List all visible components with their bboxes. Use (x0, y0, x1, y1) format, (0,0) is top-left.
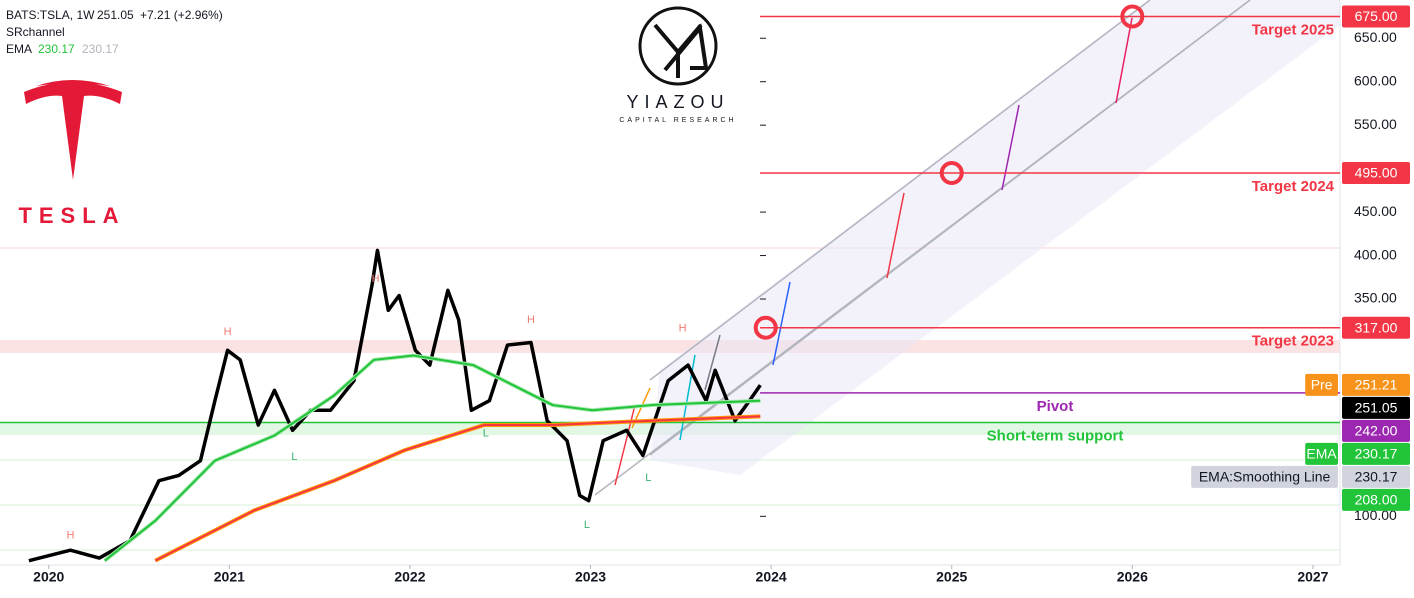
indicator: SRchannel (6, 25, 65, 39)
price-tag-label: 208.00 (1355, 492, 1398, 508)
pivot-label: L (291, 451, 297, 463)
research-logo (638, 6, 718, 86)
price-tag-label: 230.17 (1355, 446, 1398, 462)
price-tag (1342, 161, 1410, 184)
research-name: YIAZOU (626, 92, 729, 112)
channel-segment (704, 334, 721, 391)
channel-segment (614, 404, 636, 486)
research-logo (653, 23, 709, 78)
pivot-label: L (645, 472, 651, 484)
pivot-label: H (527, 314, 535, 326)
target-marker (1120, 4, 1145, 29)
price-tag-label: 675.00 (1355, 8, 1398, 24)
pivot-label: H (372, 273, 380, 285)
channel-segment (1115, 17, 1133, 104)
channel-segment (886, 192, 905, 279)
x-tick-label: 2027 (1297, 569, 1328, 585)
channel-line (649, 0, 1251, 456)
price-tag (1342, 419, 1410, 442)
target-marker (939, 160, 964, 185)
indicator: EMA (6, 42, 32, 56)
x-tick-label: 2020 (33, 569, 64, 585)
price-tag-name: EMA (1306, 446, 1337, 462)
price-tag-label: 317.00 (1355, 319, 1398, 335)
price-tag (1342, 316, 1410, 339)
pivot-label: L (584, 519, 590, 531)
y-tick-label: 550.00 (1354, 116, 1397, 132)
level-label: Target 2024 (1252, 178, 1335, 195)
level-label: Target 2023 (1252, 333, 1334, 350)
channel-segment (1001, 104, 1020, 191)
tesla-logo (24, 80, 122, 180)
y-tick-label: 450.00 (1354, 203, 1397, 219)
price-tag (1342, 373, 1410, 396)
price-tag-label: 495.00 (1355, 165, 1398, 181)
price-tag (1342, 396, 1410, 419)
price-tag-name: EMA:Smoothing Line (1199, 469, 1331, 485)
price-tag (1342, 5, 1410, 28)
channel-line (649, 0, 1151, 381)
series-line (154, 415, 761, 562)
price-tag-label: 242.00 (1355, 423, 1398, 439)
channel-segment (772, 281, 791, 366)
price-tag (1342, 465, 1410, 488)
y-tick-label: 100.00 (1354, 507, 1397, 523)
price-tag-name-box (1305, 373, 1338, 396)
y-tick-label: 400.00 (1354, 246, 1397, 262)
channel-segment (679, 354, 696, 441)
target-marker (753, 315, 778, 340)
pivot-label: H (224, 326, 232, 338)
level-label: Pivot (1037, 398, 1074, 415)
resistance-band (0, 340, 1340, 353)
change: +7.21 (+2.96%) (140, 8, 223, 22)
x-tick-label: 2021 (214, 569, 245, 585)
price-tag-name-box (1191, 465, 1338, 488)
channel-fill (650, 0, 1340, 475)
y-tick-label: 350.00 (1354, 290, 1397, 306)
pivot-label: H (679, 322, 687, 334)
price-tag-label: 251.21 (1355, 377, 1398, 393)
x-tick-label: 2022 (394, 569, 425, 585)
price-tag (1342, 488, 1410, 511)
brand-name: TESLA (18, 203, 125, 228)
pivot-label: H (66, 529, 74, 541)
price-tag (1342, 442, 1410, 465)
indicator-value: 230.17 (38, 42, 75, 56)
research-sub: CAPITAL RESEARCH (619, 117, 736, 124)
y-tick-label: 600.00 (1354, 72, 1397, 88)
indicator-value: 230.17 (82, 42, 119, 56)
pivot-label: L (483, 428, 489, 440)
x-tick-label: 2024 (756, 569, 787, 585)
price-tag-label: 230.17 (1355, 469, 1398, 485)
x-tick-label: 2025 (936, 569, 967, 585)
price: 251.05 (97, 8, 134, 22)
price-tag-name: Pre (1311, 377, 1333, 393)
symbol: BATS:TSLA, 1W (6, 8, 95, 22)
x-tick-label: 2026 (1117, 569, 1148, 585)
price-tag-label: 251.05 (1355, 400, 1398, 416)
x-tick-label: 2023 (575, 569, 606, 585)
price-tag-name-box (1305, 442, 1338, 465)
level-label: Target 2025 (1252, 21, 1334, 38)
y-tick-label: 650.00 (1354, 29, 1397, 45)
series-line (104, 354, 761, 562)
level-label: Short-term support (987, 427, 1124, 444)
